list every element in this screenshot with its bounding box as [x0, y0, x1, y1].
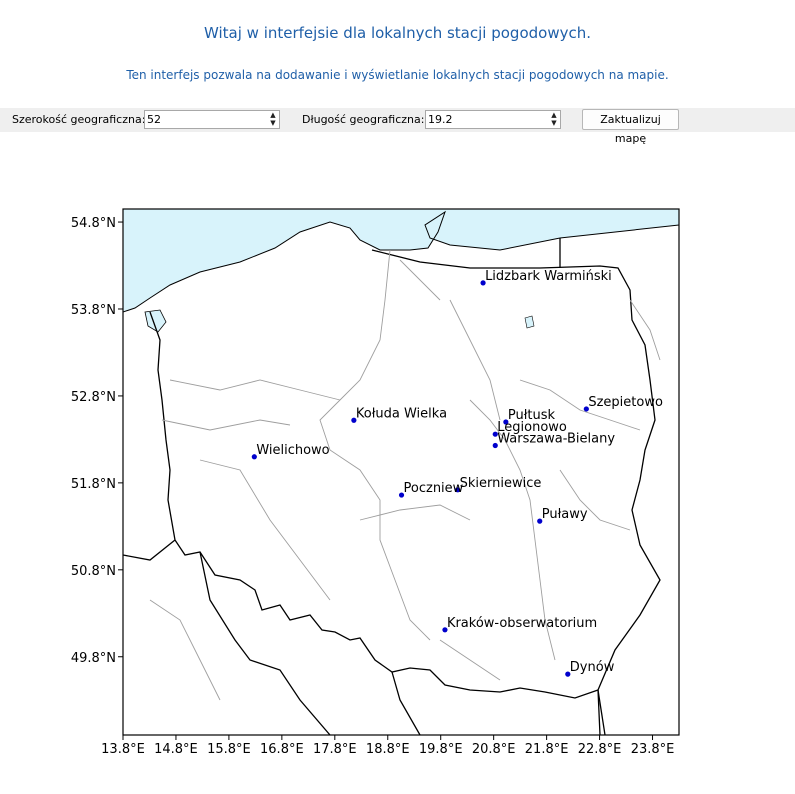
- baltic-sea: [123, 209, 679, 313]
- y-tick-label: 52.8°N: [71, 390, 116, 405]
- latitude-value[interactable]: 52: [147, 113, 161, 126]
- rivers: [149, 249, 661, 701]
- station-label: Skierniewice: [460, 476, 542, 491]
- y-tick-label: 49.8°N: [71, 651, 116, 666]
- station-label: Wielichowo: [256, 443, 329, 458]
- x-tick-label: 17.8°E: [313, 742, 357, 757]
- page-subtitle: Ten interfejs pozwala na dodawanie i wyś…: [126, 68, 669, 82]
- x-tick-label: 21.8°E: [525, 742, 569, 757]
- station-marker[interactable]: [251, 454, 257, 460]
- x-tick-label: 18.8°E: [366, 742, 410, 757]
- x-tick-label: 16.8°E: [260, 742, 304, 757]
- szczecin-lagoon: [144, 309, 167, 333]
- longitude-spinbox[interactable]: 19.2 ▲ ▼: [425, 110, 561, 129]
- station-marker[interactable]: [480, 280, 486, 286]
- latitude-spin-arrows[interactable]: ▲ ▼: [267, 111, 279, 128]
- station-label: Kołuda Wielka: [356, 406, 447, 421]
- station-marker[interactable]: [503, 419, 509, 425]
- spin-up-icon[interactable]: ▲: [270, 111, 276, 119]
- y-tick-label: 50.8°N: [71, 564, 116, 579]
- station-marker[interactable]: [442, 627, 448, 633]
- y-tick-label: 51.8°N: [71, 477, 116, 492]
- station-marker[interactable]: [398, 492, 405, 498]
- lake: [524, 315, 535, 329]
- station-label: Kraków-obserwatorium: [447, 616, 597, 631]
- x-tick-label: 15.8°E: [207, 742, 251, 757]
- station-marker[interactable]: [583, 406, 589, 412]
- station-label: Dynów: [570, 660, 615, 675]
- page-title: Witaj w interfejsie dla lokalnych stacji…: [203, 24, 591, 42]
- x-tick-label: 19.8°E: [419, 742, 463, 757]
- longitude-label: Długość geograficzna:: [302, 113, 425, 126]
- x-tick-label: 20.8°E: [472, 742, 516, 757]
- map-frame: [122, 208, 680, 736]
- station-label: Warszawa-Bielany: [497, 431, 615, 446]
- axis-ticks: 13.8°E 14.8°E 15.8°E 16.8°E 17.8°E 18.8°E 19.8…: [71, 216, 675, 757]
- station-marker[interactable]: [351, 417, 357, 423]
- latitude-label: Szerokość geograficzna:: [12, 113, 146, 126]
- station-marker[interactable]: [492, 442, 498, 449]
- station-label: Szepietowo: [588, 395, 663, 410]
- station-label: Puławy: [542, 507, 588, 522]
- x-tick-label: 23.8°E: [631, 742, 675, 757]
- x-tick-label: 13.8°E: [101, 742, 145, 757]
- station-marker[interactable]: [565, 671, 571, 677]
- longitude-spin-arrows[interactable]: ▲ ▼: [548, 111, 560, 128]
- country-borders: [123, 238, 661, 735]
- spin-up-icon[interactable]: ▲: [551, 111, 557, 119]
- x-tick-label: 14.8°E: [154, 742, 198, 757]
- spin-down-icon[interactable]: ▼: [270, 119, 276, 127]
- longitude-value[interactable]: 19.2: [428, 113, 453, 126]
- station-marker[interactable]: [492, 431, 498, 437]
- latitude-spinbox[interactable]: 52 ▲ ▼: [144, 110, 280, 129]
- controls-bar: Szerokość geograficzna: 52 ▲ ▼ Długość g…: [0, 108, 795, 145]
- y-tick-label: 53.8°N: [71, 303, 116, 318]
- x-tick-label: 22.8°E: [578, 742, 622, 757]
- station-label: Pułtusk: [508, 408, 556, 423]
- station-label: Poczniew: [404, 481, 464, 496]
- station-label: Lidzbark Warmiński: [485, 269, 612, 284]
- station-marker[interactable]: [537, 518, 543, 524]
- spin-down-icon[interactable]: ▼: [551, 119, 557, 127]
- stations-layer: Lidzbark Warmiński Kołuda Wielka Szepietow…: [251, 269, 663, 677]
- station-label: Legionowo: [497, 420, 567, 435]
- station-marker[interactable]: [455, 487, 461, 493]
- update-map-button[interactable]: Zaktualizuj mapę: [582, 109, 679, 145]
- y-tick-label: 54.8°N: [71, 216, 116, 231]
